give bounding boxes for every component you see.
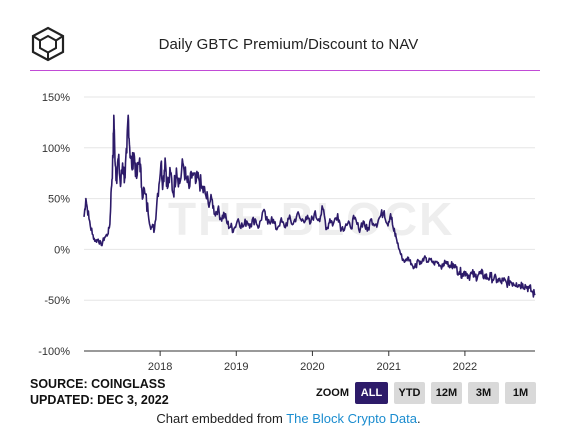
x-tick-label: 2018 — [148, 361, 172, 373]
zoom-ytd-button[interactable]: YTD — [394, 382, 425, 404]
watermark: THE BLOCK — [168, 193, 455, 245]
line-chart: 150% 100% 50% 0% -50% -100% 2018 2019 2020 2021 20… — [38, 92, 536, 373]
x-tick-label: 2022 — [453, 361, 477, 373]
zoom-all-button[interactable]: ALL — [355, 382, 388, 404]
y-tick-label: 0% — [54, 244, 70, 256]
y-tick-label: -50% — [44, 295, 70, 307]
embed-prefix: Chart embedded from — [156, 411, 287, 426]
title-divider — [30, 70, 540, 71]
embed-note: Chart embedded from The Block Crypto Dat… — [0, 411, 577, 426]
source-info: SOURCE: COINGLASS UPDATED: DEC 3, 2022 — [30, 376, 169, 408]
the-block-data-link[interactable]: The Block Crypto Data — [286, 411, 417, 426]
zoom-12m-button[interactable]: 12M — [431, 382, 462, 404]
zoom-3m-button[interactable]: 3M — [468, 382, 499, 404]
zoom-controls: ZOOM ALL YTD 12M 3M 1M — [316, 382, 542, 404]
y-tick-label: 50% — [48, 194, 70, 206]
zoom-1m-button[interactable]: 1M — [505, 382, 536, 404]
source-text: SOURCE: COINGLASS — [30, 377, 166, 391]
y-tick-label: 100% — [42, 143, 70, 155]
cube-logo-icon — [31, 26, 65, 62]
zoom-label: ZOOM — [316, 387, 349, 399]
embed-suffix: . — [417, 411, 421, 426]
series-line — [83, 114, 536, 298]
x-tick-label: 2019 — [224, 361, 248, 373]
x-tick-label: 2021 — [377, 361, 401, 373]
y-tick-label: -100% — [38, 346, 70, 358]
updated-text: UPDATED: DEC 3, 2022 — [30, 393, 169, 407]
y-tick-label: 150% — [42, 92, 70, 104]
x-tick-label: 2020 — [300, 361, 324, 373]
chart-title: Daily GBTC Premium/Discount to NAV — [158, 36, 419, 53]
